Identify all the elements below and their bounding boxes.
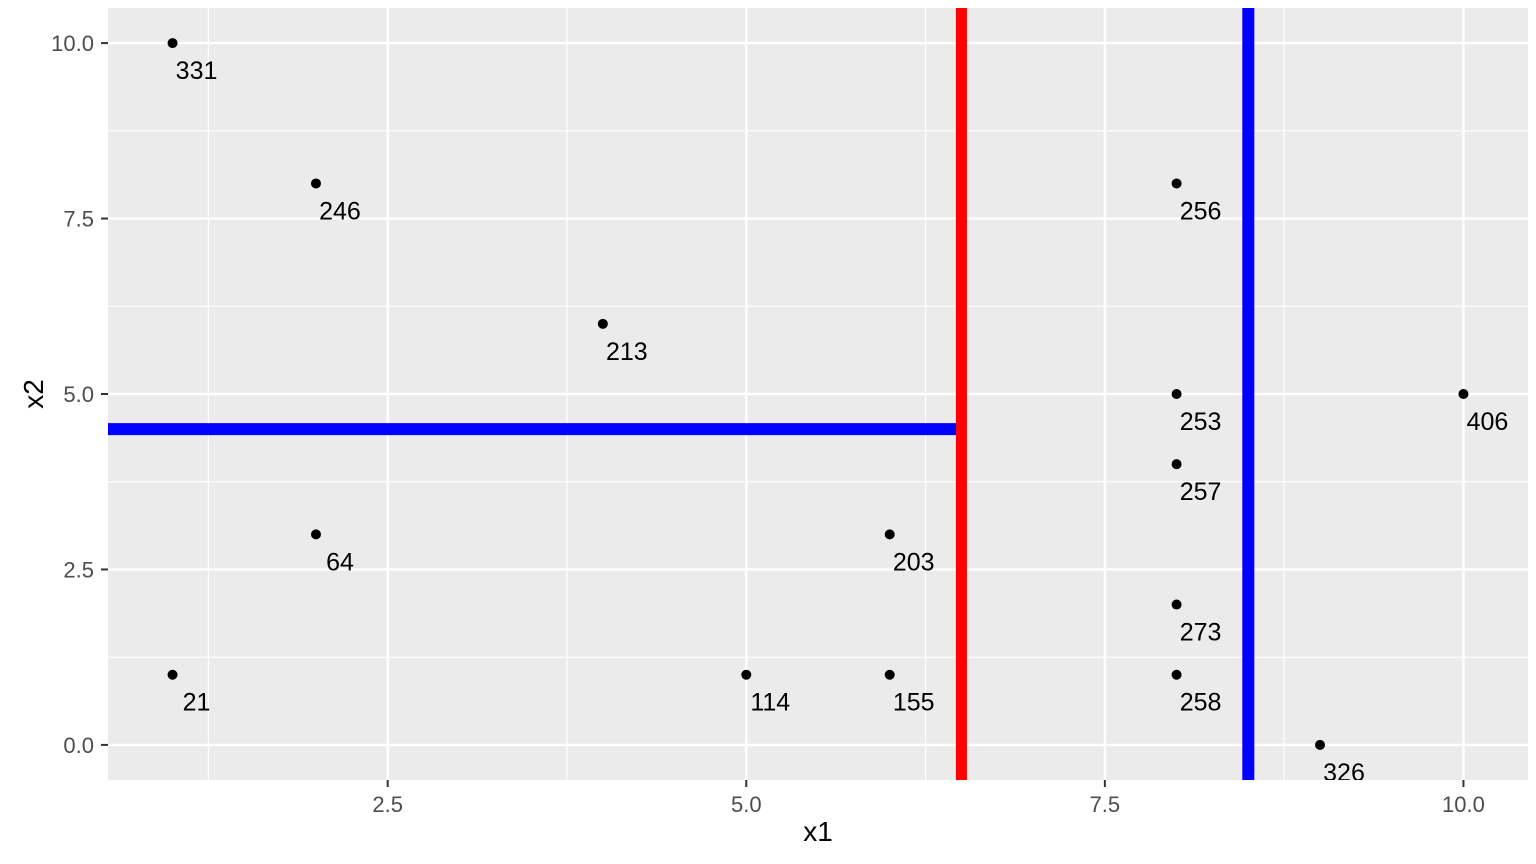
point-label: 246 <box>319 197 361 225</box>
data-point <box>884 669 895 680</box>
point-label: 258 <box>1180 689 1222 717</box>
data-point <box>597 318 608 329</box>
point-label: 253 <box>1180 408 1222 436</box>
data-layer: 331 246 213 64 21 114 155 203 256 253 257 273 258 326… <box>108 8 1509 787</box>
point-label: 326 <box>1323 759 1365 787</box>
y-tick-label: 5.0 <box>63 382 94 407</box>
data-point <box>310 529 321 540</box>
point-label: 256 <box>1180 197 1222 225</box>
data-point <box>1171 599 1182 610</box>
point-label: 331 <box>176 57 218 85</box>
data-point <box>1458 389 1469 399</box>
data-point <box>1171 459 1182 470</box>
x-tick-label: 10.0 <box>1442 792 1485 817</box>
y-axis-title: x2 <box>18 379 49 409</box>
data-point <box>741 669 752 680</box>
point-label: 257 <box>1180 478 1222 506</box>
y-tick-label: 10.0 <box>51 31 94 56</box>
data-point <box>167 38 178 49</box>
data-point <box>1171 669 1182 680</box>
point-label: 64 <box>326 548 354 576</box>
x-tick-label: 5.0 <box>731 792 762 817</box>
x-axis-title: x1 <box>803 816 833 847</box>
data-point <box>1171 178 1182 189</box>
point-label: 155 <box>893 689 935 717</box>
point-label: 203 <box>893 548 935 576</box>
point-label: 114 <box>750 689 790 717</box>
point-label: 213 <box>606 338 648 366</box>
y-tick-label: 0.0 <box>63 733 94 758</box>
data-point <box>1171 389 1182 399</box>
point-label: 406 <box>1467 408 1509 436</box>
x-tick-label: 2.5 <box>372 792 403 817</box>
x-tick-label: 7.5 <box>1090 792 1121 817</box>
data-point <box>1315 739 1326 750</box>
data-point <box>884 529 895 540</box>
point-label: 21 <box>183 689 211 717</box>
y-tick-label: 2.5 <box>63 557 94 582</box>
data-point <box>310 178 321 189</box>
data-point <box>167 669 178 680</box>
y-tick-label: 7.5 <box>63 207 94 232</box>
point-label: 273 <box>1180 619 1222 647</box>
